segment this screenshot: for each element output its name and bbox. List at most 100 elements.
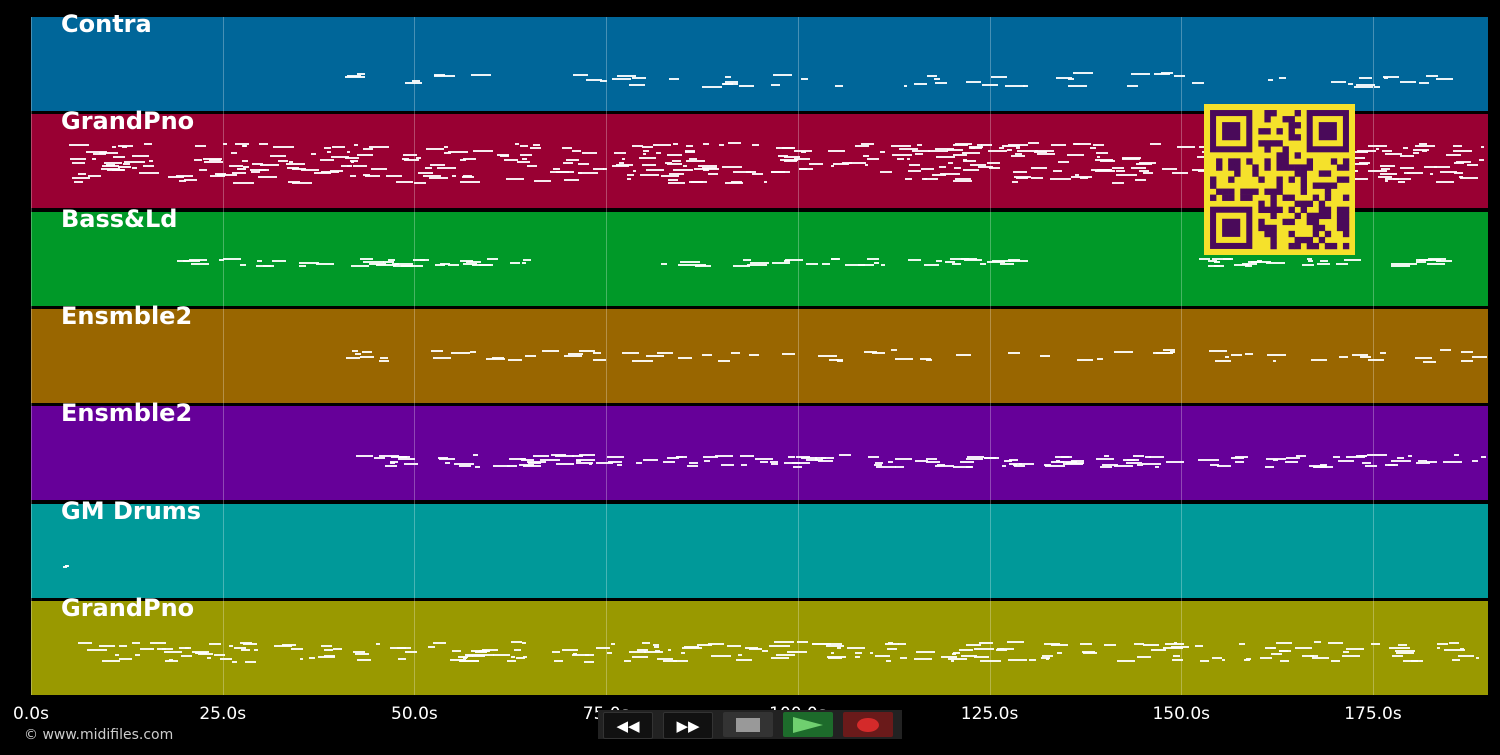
midi-note bbox=[451, 352, 471, 355]
midi-note bbox=[359, 258, 374, 261]
midi-note bbox=[751, 144, 759, 147]
midi-note bbox=[989, 167, 1000, 170]
midi-note bbox=[1067, 154, 1084, 157]
midi-note bbox=[845, 263, 865, 266]
midi-note bbox=[452, 175, 457, 178]
midi-note bbox=[697, 164, 717, 167]
midi-note bbox=[542, 349, 559, 352]
qr-module bbox=[1300, 200, 1307, 207]
qr-module bbox=[1342, 158, 1350, 165]
midi-note bbox=[1067, 84, 1087, 87]
midi-note bbox=[1072, 142, 1080, 145]
midi-note bbox=[1413, 149, 1429, 152]
midi-note bbox=[533, 143, 540, 146]
midi-note bbox=[1278, 77, 1286, 80]
midi-note bbox=[759, 460, 769, 463]
qr-module bbox=[1282, 146, 1289, 153]
record-button[interactable] bbox=[843, 712, 893, 737]
midi-note bbox=[864, 164, 869, 167]
midi-note bbox=[1302, 654, 1315, 657]
midi-note bbox=[1308, 465, 1326, 468]
midi-note bbox=[746, 171, 756, 174]
time-tick-label: 125.0s bbox=[960, 704, 1019, 724]
midi-note bbox=[352, 349, 359, 352]
midi-note bbox=[507, 659, 517, 662]
midi-note bbox=[1122, 157, 1141, 160]
midi-note bbox=[1475, 656, 1480, 659]
midi-note bbox=[874, 261, 880, 264]
midi-note bbox=[1154, 466, 1159, 469]
qr-module bbox=[1210, 194, 1217, 201]
midi-note bbox=[1385, 177, 1399, 180]
midi-note bbox=[1449, 642, 1459, 645]
midi-note bbox=[258, 176, 277, 178]
midi-note bbox=[617, 75, 637, 78]
midi-note bbox=[1058, 160, 1069, 163]
midi-note bbox=[144, 143, 153, 146]
midi-note bbox=[1439, 170, 1458, 173]
qr-module bbox=[1282, 158, 1289, 165]
midi-note bbox=[830, 652, 835, 655]
midi-note bbox=[1279, 659, 1289, 662]
midi-note bbox=[299, 262, 320, 265]
midi-note bbox=[101, 659, 120, 662]
midi-note bbox=[401, 157, 409, 160]
midi-note bbox=[655, 151, 661, 154]
midi-note bbox=[909, 164, 920, 167]
midi-note bbox=[666, 162, 683, 165]
midi-note bbox=[1208, 264, 1221, 267]
midi-note bbox=[316, 263, 334, 266]
midi-note bbox=[1238, 642, 1245, 645]
midi-note bbox=[522, 642, 526, 645]
qr-module bbox=[1276, 164, 1283, 171]
midi-note bbox=[235, 142, 250, 145]
midi-note bbox=[702, 354, 712, 357]
midi-note bbox=[566, 158, 579, 161]
qr-module bbox=[1228, 176, 1235, 183]
midi-note bbox=[1367, 359, 1385, 362]
midi-note bbox=[1199, 257, 1211, 260]
midi-note bbox=[1016, 150, 1038, 153]
midi-note bbox=[632, 170, 637, 172]
midi-note bbox=[203, 157, 223, 160]
midi-note bbox=[1343, 259, 1361, 262]
midi-note bbox=[632, 656, 648, 659]
midi-note bbox=[1076, 358, 1094, 361]
midi-note bbox=[473, 454, 479, 457]
midi-note bbox=[749, 354, 759, 357]
midi-note bbox=[632, 144, 643, 147]
rewind-button[interactable]: ◀◀ bbox=[603, 712, 653, 739]
midi-note bbox=[503, 159, 518, 162]
midi-note bbox=[417, 172, 434, 175]
qr-module bbox=[1264, 110, 1271, 117]
midi-note bbox=[1453, 162, 1465, 165]
midi-note bbox=[410, 265, 423, 268]
midi-note bbox=[742, 258, 752, 261]
midi-note bbox=[923, 178, 928, 181]
midi-note bbox=[950, 258, 970, 261]
midi-note bbox=[395, 263, 414, 266]
midi-note bbox=[1380, 351, 1386, 354]
qr-module bbox=[1300, 182, 1307, 189]
qr-module bbox=[1294, 212, 1301, 220]
midi-note bbox=[875, 655, 890, 658]
midi-note bbox=[132, 167, 137, 170]
midi-note bbox=[969, 146, 975, 149]
midi-note bbox=[977, 144, 983, 147]
fast-forward-button[interactable]: ▶▶ bbox=[663, 712, 713, 739]
stop-button[interactable] bbox=[723, 712, 773, 737]
midi-note bbox=[701, 85, 723, 88]
midi-note bbox=[740, 463, 747, 466]
play-button[interactable] bbox=[783, 712, 833, 737]
midi-note bbox=[821, 262, 831, 265]
midi-note bbox=[891, 349, 898, 352]
midi-note bbox=[626, 178, 631, 181]
midi-note bbox=[404, 650, 417, 653]
midi-note bbox=[935, 465, 954, 468]
midi-note bbox=[1459, 175, 1464, 178]
midi-note bbox=[1436, 259, 1453, 262]
midi-note bbox=[507, 358, 522, 361]
time-tick-label: 150.0s bbox=[1152, 704, 1211, 724]
midi-note bbox=[965, 458, 984, 461]
midi-note bbox=[656, 352, 674, 355]
